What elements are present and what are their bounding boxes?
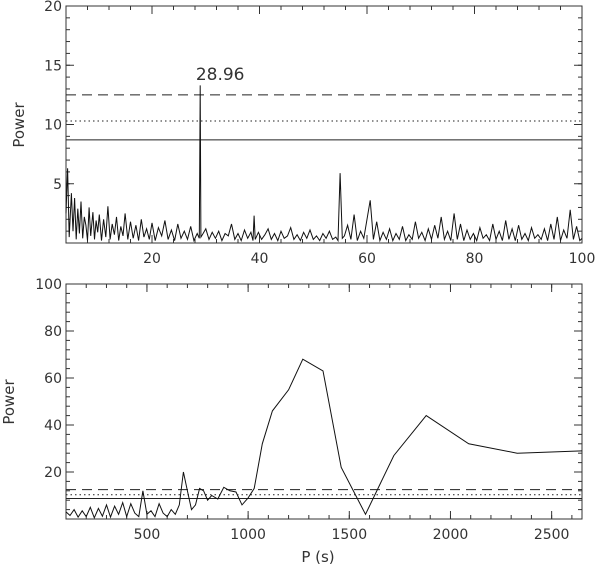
top-reference-lines — [66, 94, 582, 141]
top-axis-ticks: 20 40 60 80 100 5 10 15 20 — [44, 0, 595, 267]
y-tick-label: 20 — [44, 0, 62, 15]
bottom-y-axis-label: Power — [0, 378, 18, 424]
top-series — [65, 85, 583, 243]
x-tick-label: 2000 — [433, 527, 469, 543]
x-tick-label: 40 — [251, 251, 269, 267]
y-tick-label: 60 — [44, 371, 62, 387]
x-tick-label: 1000 — [230, 527, 266, 543]
x-tick-label: 100 — [569, 251, 596, 267]
x-tick-label: 20 — [143, 251, 161, 267]
peak-annotation: 28.96 — [196, 65, 245, 85]
bottom-reference-lines — [66, 489, 582, 500]
top-panel: 20 40 60 80 100 5 10 15 20 Power 28.96 — [10, 0, 595, 267]
y-tick-label: 20 — [44, 465, 62, 481]
power-series-line — [65, 85, 583, 243]
power-series-line — [65, 358, 583, 520]
bottom-panel: 500 1000 1500 2000 2500 20 40 60 80 100 Power P (… — [0, 277, 583, 566]
x-tick-label: 1500 — [331, 527, 367, 543]
y-tick-label: 15 — [44, 58, 62, 74]
y-tick-label: 100 — [35, 277, 62, 293]
y-tick-label: 40 — [44, 418, 62, 434]
bottom-x-axis-label: P (s) — [301, 548, 334, 566]
bottom-axis-ticks: 500 1000 1500 2000 2500 20 40 60 80 100 — [35, 277, 582, 543]
bottom-series — [65, 358, 583, 520]
top-y-axis-label: Power — [10, 101, 28, 147]
top-plot-frame — [65, 5, 583, 244]
x-tick-label: 60 — [358, 251, 376, 267]
bottom-plot-frame — [65, 283, 583, 520]
y-tick-label: 80 — [44, 324, 62, 340]
y-tick-label: 10 — [44, 118, 62, 134]
x-tick-label: 2500 — [534, 527, 570, 543]
y-tick-label: 5 — [53, 177, 62, 193]
x-tick-label: 80 — [466, 251, 484, 267]
x-tick-label: 500 — [134, 527, 161, 543]
